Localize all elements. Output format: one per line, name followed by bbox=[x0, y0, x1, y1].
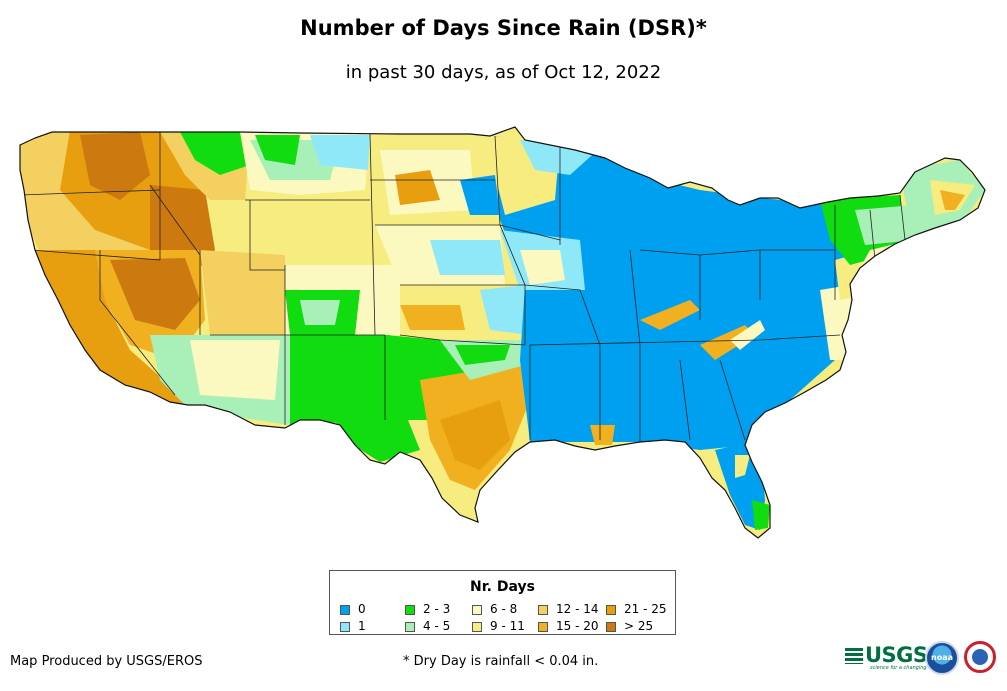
usgs-wave-icon bbox=[845, 648, 863, 664]
legend-swatch bbox=[405, 621, 415, 632]
map-subtitle: in past 30 days, as of Oct 12, 2022 bbox=[345, 62, 662, 83]
noaa-logo: noaa bbox=[925, 641, 959, 675]
legend-swatch bbox=[472, 604, 482, 615]
usgs-tagline: science for a changing world bbox=[870, 665, 942, 671]
legend-swatch bbox=[405, 604, 415, 615]
legend-item-1: 1 bbox=[340, 620, 366, 632]
legend-item-0: 0 bbox=[340, 603, 366, 615]
legend-item-21-25: 21 - 25 bbox=[606, 603, 667, 615]
map-producer-credit: Map Produced by USGS/EROS bbox=[10, 654, 203, 669]
map-legend: Nr. Days 0 1 2 - 3 4 - 5 6 - 8 9 - 11 12… bbox=[329, 570, 676, 635]
dry-day-footnote: * Dry Day is rainfall < 0.04 in. bbox=[403, 654, 599, 669]
legend-title: Nr. Days bbox=[470, 579, 535, 595]
legend-swatch bbox=[472, 621, 482, 632]
legend-swatch bbox=[340, 621, 350, 632]
legend-item-6-8: 6 - 8 bbox=[472, 603, 517, 615]
legend-item-12-14: 12 - 14 bbox=[538, 603, 599, 615]
legend-swatch bbox=[340, 604, 350, 615]
map-title: Number of Days Since Rain (DSR)* bbox=[300, 16, 707, 40]
usgs-logo: USGS bbox=[845, 643, 928, 667]
legend-item-9-11: 9 - 11 bbox=[472, 620, 525, 632]
legend-item-gt-25: > 25 bbox=[606, 620, 653, 632]
nws-logo-icon bbox=[964, 641, 996, 673]
legend-swatch bbox=[606, 621, 616, 632]
legend-item-15-20: 15 - 20 bbox=[538, 620, 599, 632]
us-dsr-map bbox=[19, 126, 986, 539]
legend-swatch bbox=[538, 604, 548, 615]
legend-swatch bbox=[538, 621, 548, 632]
legend-swatch bbox=[606, 604, 616, 615]
legend-item-4-5: 4 - 5 bbox=[405, 620, 450, 632]
legend-item-2-3: 2 - 3 bbox=[405, 603, 450, 615]
